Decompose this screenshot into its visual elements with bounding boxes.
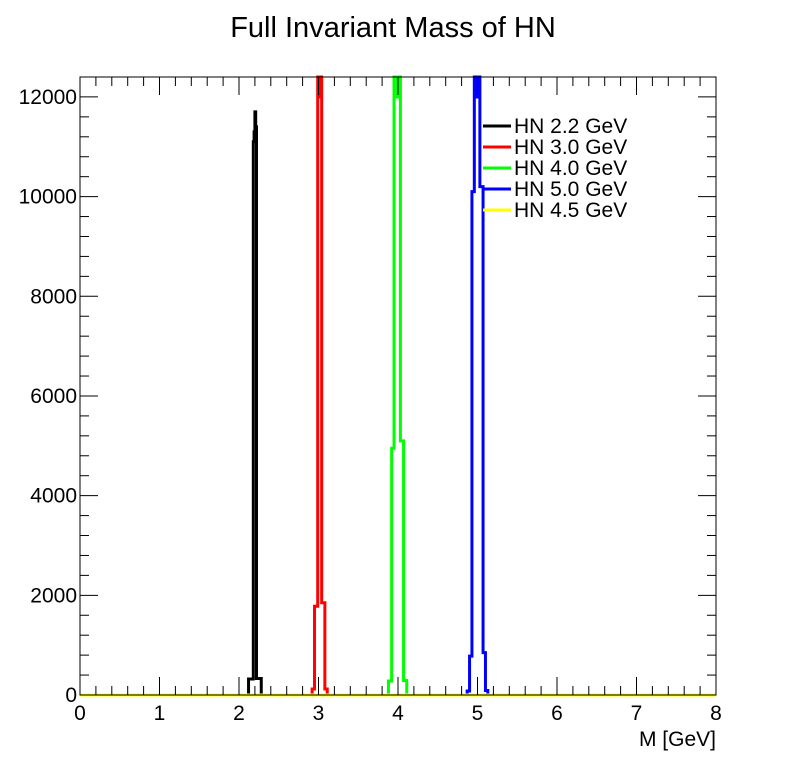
y-tick-label: 2000	[30, 584, 77, 607]
x-tick-label: 7	[631, 702, 643, 725]
legend-label: HN 4.5 GeV	[514, 199, 627, 222]
x-tick-label: 2	[233, 702, 245, 725]
legend-label: HN 3.0 GeV	[514, 136, 627, 159]
legend-label: HN 4.0 GeV	[514, 157, 627, 180]
x-tick-label: 5	[472, 702, 484, 725]
legend-label: HN 5.0 GeV	[514, 178, 627, 201]
series-line-2	[80, 75, 716, 697]
series-line-3	[80, 75, 716, 697]
y-tick-label: 6000	[30, 385, 77, 408]
series-line-1	[80, 75, 716, 697]
chart-title: Full Invariant Mass of HN	[230, 12, 556, 44]
axes: 0 1 2 3 4 5 6 7 8 0 2000 4000 6000 8000 10000 12000	[19, 76, 722, 725]
x-tick-label: 3	[313, 702, 325, 725]
y-tick-label: 10000	[19, 186, 77, 209]
y-tick-label: 4000	[30, 485, 77, 508]
x-tick-label: 4	[392, 702, 404, 725]
x-axis-label: M [GeV]	[639, 728, 716, 751]
x-tick-label: 8	[710, 702, 722, 725]
x-tick-label: 6	[551, 702, 563, 725]
y-tick-label: 8000	[30, 285, 77, 308]
y-tick-label: 12000	[19, 86, 77, 109]
x-tick-label: 1	[154, 702, 166, 725]
y-tick-label: 0	[65, 684, 77, 707]
series-line-0	[80, 110, 716, 697]
legend-label: HN 2.2 GeV	[514, 115, 627, 138]
x-tick-label: 0	[74, 702, 86, 725]
